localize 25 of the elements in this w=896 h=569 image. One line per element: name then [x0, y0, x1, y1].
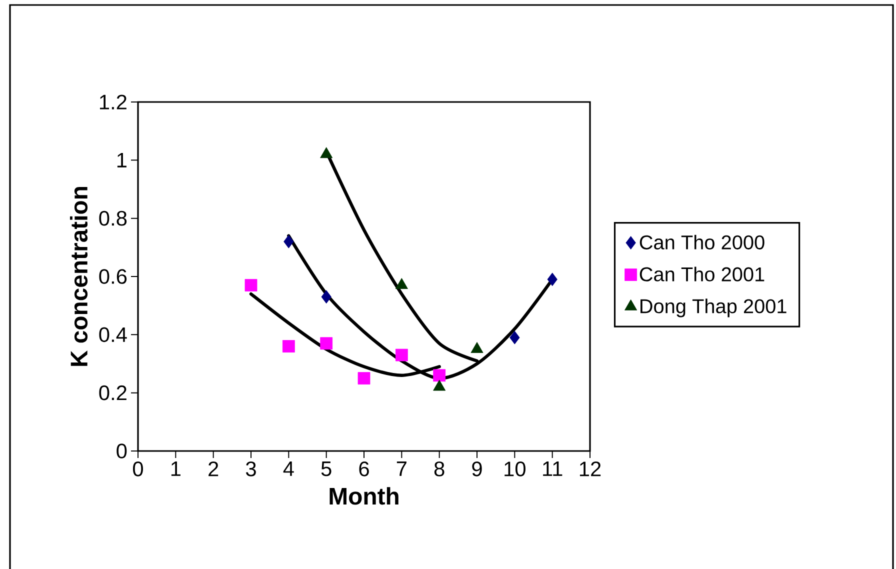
y-axis-title: K concentration: [70, 187, 88, 366]
y-tick-label: 0.4: [99, 327, 127, 342]
x-tick-label: 4: [283, 462, 294, 476]
x-tick-label: 6: [359, 462, 369, 476]
x-tick-label: 12: [580, 462, 601, 476]
x-tick-label: 0: [132, 462, 143, 476]
legend-label: Dong Thap 2001: [640, 298, 786, 318]
x-tick-label: 2: [208, 462, 218, 476]
x-axis-title: Month: [330, 487, 398, 505]
y-tick-label: 0.8: [99, 210, 127, 226]
y-tick-label: 1.2: [100, 94, 126, 110]
x-tick-label: 7: [396, 462, 406, 476]
legend-label: Can Tho 2001: [640, 266, 764, 282]
y-tick-label: 1: [117, 152, 126, 168]
x-tick-label: 9: [472, 462, 482, 476]
x-tick-label: 11: [543, 462, 562, 476]
y-tick-label: 0.6: [99, 269, 127, 284]
y-tick-label: 0.2: [99, 385, 126, 400]
x-tick-label: 1: [171, 462, 180, 476]
x-tick-label: 3: [246, 462, 256, 476]
legend-label: Can Tho 2000: [640, 234, 764, 250]
x-tick-label: 5: [321, 462, 332, 476]
x-tick-label: 8: [434, 462, 444, 476]
y-tick-label: 0: [116, 444, 127, 458]
x-tick-label: 10: [504, 462, 526, 476]
